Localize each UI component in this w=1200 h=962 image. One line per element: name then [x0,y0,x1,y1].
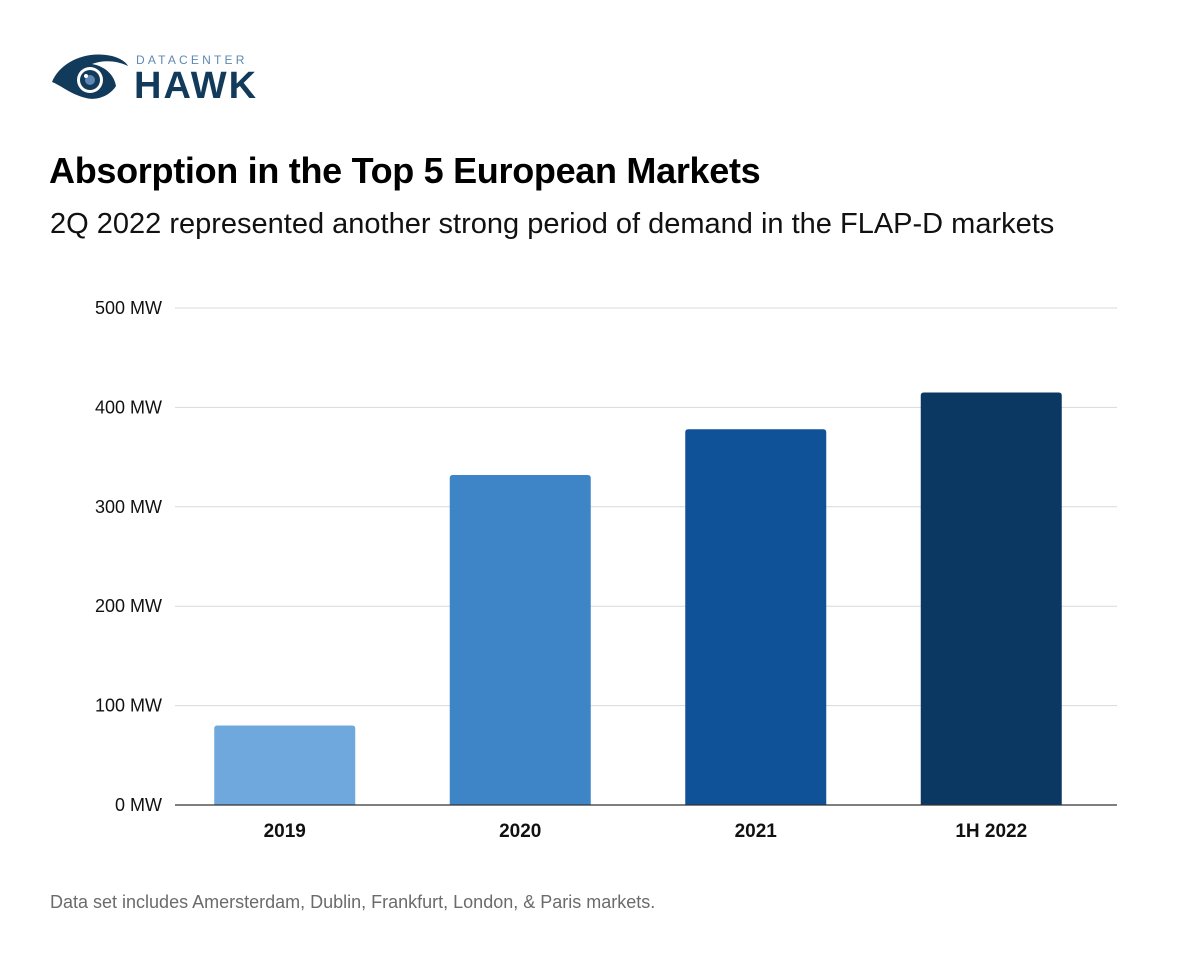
y-tick-label: 100 MW [95,696,162,716]
chart-title: Absorption in the Top 5 European Markets [49,150,761,191]
bars [214,392,1062,805]
x-tick-label: 1H 2022 [955,821,1027,842]
y-tick-label: 0 MW [115,795,162,815]
x-tick-label: 2021 [735,821,778,842]
y-tick-label: 500 MW [95,298,162,318]
y-tick-label: 400 MW [95,397,162,417]
datacenter-hawk-logo: DATACENTER HAWK [50,44,280,107]
bar-1h-2022 [920,392,1062,805]
y-tick-label: 300 MW [95,497,162,517]
x-axis: 2019 2020 2021 1H 2022 [264,821,1028,842]
y-tick-label: 200 MW [95,596,162,616]
bar-2019 [214,725,356,805]
x-tick-label: 2020 [499,821,541,842]
bar-2020 [449,474,591,805]
logo-top-text: DATACENTER [136,53,248,67]
bar-2021 [685,429,827,805]
x-tick-label: 2019 [264,821,306,842]
logo-main-text: HAWK [134,65,259,107]
chart-subtitle: 2Q 2022 represented another strong perio… [50,208,1055,240]
y-axis: 0 MW 100 MW 200 MW 300 MW 400 MW 500 MW [95,298,162,815]
hawk-eye-icon [52,54,128,99]
footnote: Data set includes Amersterdam, Dublin, F… [50,892,656,912]
